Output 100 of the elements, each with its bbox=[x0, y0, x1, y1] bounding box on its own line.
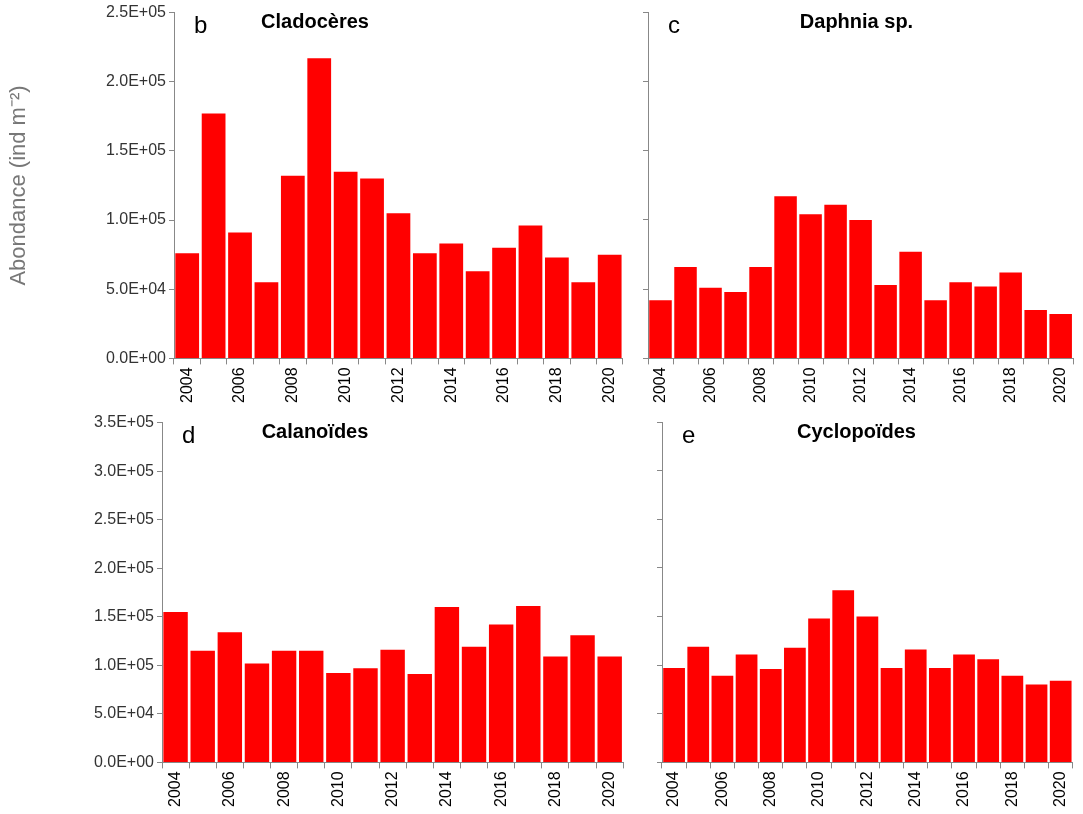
x-tick-label: 2010 bbox=[336, 367, 354, 403]
bar bbox=[307, 58, 332, 358]
bar bbox=[1001, 675, 1024, 762]
x-tick-label: 2010 bbox=[800, 367, 818, 403]
bar bbox=[724, 291, 747, 358]
bar bbox=[977, 659, 1000, 762]
x-tick-label: 2008 bbox=[761, 771, 779, 807]
x-tick-label: 2008 bbox=[283, 367, 301, 403]
x-tick-label: 2012 bbox=[851, 367, 868, 403]
bar bbox=[774, 196, 797, 358]
bar bbox=[663, 668, 685, 762]
x-tick-label: 2020 bbox=[600, 771, 618, 807]
bar bbox=[880, 668, 903, 762]
x-tick-label: 2020 bbox=[1051, 367, 1069, 403]
x-tick-label: 2014 bbox=[437, 771, 455, 807]
chart-title: Cyclopoïdes bbox=[797, 419, 916, 442]
x-tick-label: 2014 bbox=[441, 367, 459, 403]
bar bbox=[856, 616, 879, 762]
bar bbox=[544, 257, 569, 358]
bar bbox=[386, 213, 411, 358]
x-tick-label: 2020 bbox=[1051, 771, 1069, 807]
x-tick-label: 2004 bbox=[664, 771, 682, 807]
y-tick-label: 0.0E+00 bbox=[93, 752, 155, 770]
bar bbox=[570, 635, 595, 762]
bar bbox=[953, 654, 975, 762]
bar bbox=[217, 632, 243, 762]
bar bbox=[412, 253, 437, 358]
x-tick-label: 2018 bbox=[1001, 367, 1019, 403]
bar bbox=[699, 287, 722, 358]
bar bbox=[711, 675, 734, 762]
bar bbox=[254, 282, 279, 358]
bar bbox=[228, 232, 252, 358]
bar bbox=[543, 656, 568, 762]
y-tick-label: 3.5E+05 bbox=[93, 413, 155, 431]
bar bbox=[163, 611, 188, 762]
x-tick-label: 2008 bbox=[750, 367, 768, 403]
bar bbox=[874, 284, 897, 358]
bar bbox=[597, 656, 622, 762]
x-tick-label: 2004 bbox=[165, 771, 183, 807]
chart-title: Calanoïdes bbox=[261, 420, 369, 443]
x-tick-label: 2006 bbox=[220, 771, 238, 807]
bar bbox=[516, 606, 541, 762]
bar bbox=[571, 282, 596, 358]
bar bbox=[280, 175, 305, 358]
bar bbox=[929, 668, 951, 762]
x-tick-label: 2014 bbox=[901, 367, 919, 403]
bar bbox=[749, 266, 772, 358]
x-tick-label: 2016 bbox=[954, 771, 972, 807]
bar bbox=[597, 254, 622, 358]
bar bbox=[244, 663, 270, 762]
annotation: b bbox=[194, 11, 208, 39]
bar bbox=[326, 673, 351, 762]
bar bbox=[407, 674, 432, 762]
bar bbox=[380, 649, 405, 762]
bar bbox=[465, 271, 490, 358]
bar bbox=[353, 668, 378, 762]
bar bbox=[999, 272, 1022, 358]
x-tick-label: 2014 bbox=[906, 771, 924, 807]
bar bbox=[924, 300, 947, 358]
x-tick-label: 2004 bbox=[650, 367, 668, 403]
y-tick-label: 5.0E+04 bbox=[93, 704, 155, 722]
bar bbox=[949, 282, 972, 358]
bar bbox=[824, 204, 847, 358]
y-tick-label: 1.5E+05 bbox=[93, 607, 155, 625]
annotation: c bbox=[668, 10, 680, 38]
bar bbox=[201, 113, 226, 358]
bar bbox=[1024, 309, 1047, 358]
bar bbox=[518, 225, 543, 358]
x-tick-label: 2018 bbox=[547, 367, 565, 403]
bar bbox=[759, 669, 782, 762]
bar bbox=[461, 646, 487, 762]
y-tick-label: 2.0E+05 bbox=[105, 72, 167, 90]
x-tick-label: 2016 bbox=[951, 367, 969, 403]
x-tick-label: 2006 bbox=[700, 367, 718, 403]
annotation: e bbox=[682, 420, 696, 448]
y-tick-label: 1.0E+05 bbox=[93, 655, 155, 673]
x-tick-label: 2018 bbox=[1002, 771, 1020, 807]
bar bbox=[1049, 680, 1072, 762]
bar bbox=[799, 214, 822, 358]
x-tick-label: 2010 bbox=[328, 771, 346, 807]
chart-title: Cladocères bbox=[261, 10, 369, 33]
x-tick-label: 2004 bbox=[177, 367, 195, 403]
y-tick-label: 1.5E+05 bbox=[105, 141, 167, 159]
x-tick-label: 2008 bbox=[274, 771, 292, 807]
annotation: d bbox=[182, 421, 196, 449]
bar bbox=[649, 300, 672, 358]
bar bbox=[271, 650, 297, 762]
y-tick-label: 3.0E+05 bbox=[93, 461, 155, 479]
x-tick-label: 2006 bbox=[712, 771, 730, 807]
bar bbox=[492, 247, 516, 358]
bar bbox=[808, 618, 830, 762]
bar bbox=[434, 607, 460, 762]
bar bbox=[299, 650, 324, 762]
y-tick-label: 5.0E+04 bbox=[105, 279, 167, 297]
bar bbox=[333, 171, 358, 358]
bar bbox=[1049, 314, 1072, 358]
x-tick-label: 2006 bbox=[230, 367, 248, 403]
bar bbox=[974, 286, 997, 358]
bar bbox=[190, 650, 215, 762]
bar bbox=[735, 654, 758, 762]
